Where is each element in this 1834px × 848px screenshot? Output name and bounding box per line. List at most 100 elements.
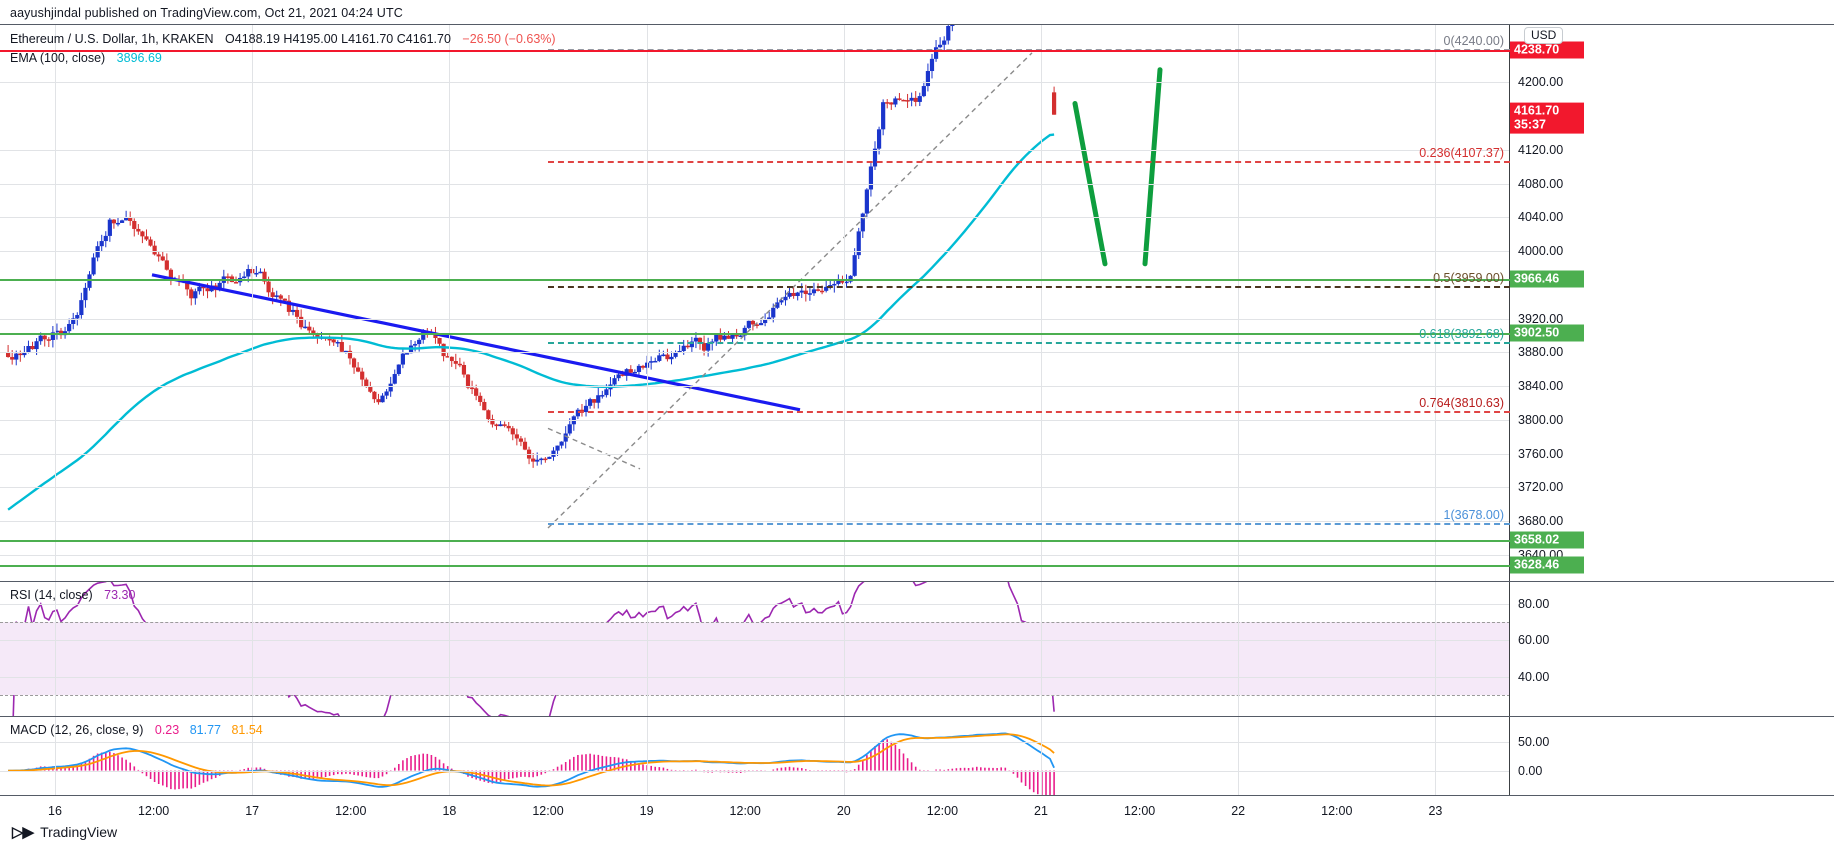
grid-line (1041, 717, 1042, 796)
price-badge[interactable]: 3966.46 (1510, 270, 1584, 288)
rsi-legend: RSI (14, close) 73.30 (10, 588, 135, 602)
macd-pane[interactable]: MACD (12, 26, close, 9) 0.23 81.77 81.54… (0, 716, 1834, 796)
price-legend: Ethereum / U.S. Dollar, 1h, KRAKEN O4188… (10, 32, 556, 46)
grid-line (0, 770, 1510, 772)
grid-line (55, 25, 56, 582)
grid-line (0, 453, 1510, 455)
grid-line (1238, 25, 1240, 582)
grid-line (0, 676, 1510, 678)
price-badge-value: 3628.46 (1514, 557, 1560, 572)
support-line-3658 (0, 539, 1510, 542)
macd-scale[interactable]: 50.00 0.00 (1509, 717, 1834, 796)
grid-line (1435, 25, 1437, 582)
time-tick: 17 (245, 804, 260, 818)
fib-level-618 (548, 341, 1510, 344)
time-tick: 20 (836, 804, 851, 818)
price-tick: 3720.00 (1518, 480, 1564, 495)
time-tick: 12:00 (532, 804, 564, 818)
price-badge[interactable]: 4161.70 35:37 (1510, 102, 1584, 134)
time-tick: 18 (442, 804, 457, 818)
rsi-tick: 40.00 (1518, 669, 1550, 684)
rsi-value: 73.30 (104, 588, 136, 602)
symbol-label: Ethereum / U.S. Dollar, 1h, KRAKEN (10, 32, 214, 46)
fib-label-236: 0.236(4107.37) (1419, 145, 1504, 160)
fib-label-618: 0.618(3892.68) (1419, 326, 1504, 341)
tradingview-watermark: ▷▶ TradingView (12, 823, 117, 841)
price-tick: 3840.00 (1518, 379, 1564, 394)
fib-label-764: 0.764(3810.63) (1419, 395, 1504, 410)
countdown-timer: 35:37 (1514, 117, 1546, 132)
support-line-3966 (0, 279, 1510, 282)
support-line-3628 (0, 564, 1510, 567)
price-tick: 3680.00 (1518, 514, 1564, 529)
time-axis[interactable]: 16 12:00 17 12:00 18 12:00 19 12:00 20 12:00 21 12:… (0, 795, 1834, 828)
time-tick-row: 16 12:00 17 12:00 18 12:00 19 12:00 20 12:00 21 12:… (0, 796, 1510, 828)
rsi-tick: 80.00 (1518, 596, 1550, 611)
time-tick: 23 (1428, 804, 1443, 818)
fib-label-5: 0.5(3959.00) (1433, 270, 1504, 285)
macd-tick: 50.00 (1518, 735, 1550, 750)
price-plot-area[interactable]: 0(4240.00) 0.236(4107.37) 0.5(3959.00) 0.61… (0, 25, 1510, 582)
grid-line (252, 717, 254, 796)
price-scale[interactable]: 4200.00 4120.00 4080.00 4040.00 4000.00 3920.… (1509, 25, 1834, 582)
time-tick: 19 (639, 804, 654, 818)
grid-line (0, 742, 1510, 744)
macd-svg (8, 732, 1055, 796)
ohlc-values: O4188.19 H4195.00 L4161.70 C4161.70 (225, 32, 451, 46)
time-tick: 21 (1034, 804, 1048, 818)
ema-label: EMA (100, close) (10, 51, 106, 65)
time-tick: 12:00 (1123, 804, 1156, 818)
grid-line (646, 717, 648, 796)
time-tick: 12:00 (1321, 804, 1353, 818)
rsi-oversold-line (0, 695, 1510, 697)
price-pane[interactable]: Ethereum / U.S. Dollar, 1h, KRAKEN O4188… (0, 24, 1834, 582)
grid-line (0, 386, 1510, 388)
price-badge-value: 4238.70 (1514, 42, 1560, 57)
grid-line (55, 717, 56, 796)
macd-slow-value: 81.54 (231, 723, 263, 737)
grid-line (0, 318, 1510, 320)
time-tick: 12:00 (335, 804, 367, 818)
grid-line (449, 717, 451, 796)
price-badge[interactable]: 4238.70 (1510, 41, 1584, 59)
support-line-3902 (0, 333, 1510, 336)
fib-level-0 (548, 48, 1510, 51)
publisher-byline: aayushjindal published on TradingView.co… (10, 6, 403, 20)
macd-label: MACD (12, 26, close, 9) (10, 723, 144, 737)
fib-level-1 (548, 522, 1510, 525)
fib-level-764 (548, 410, 1510, 413)
change-value: −26.50 (−0.63%) (462, 32, 556, 46)
rsi-pane[interactable]: RSI (14, close) 73.30 80.00 60.00 40.00 (0, 581, 1834, 717)
grid-line (1238, 717, 1240, 796)
currency-chip[interactable]: USD (1524, 27, 1564, 44)
macd-legend: MACD (12, 26, close, 9) 0.23 81.77 81.54 (10, 723, 263, 737)
fib-label-1: 1(3678.00) (1443, 507, 1504, 522)
rsi-plot-area[interactable] (0, 582, 1510, 717)
grid-line (0, 251, 1510, 253)
grid-line (0, 603, 1510, 605)
price-tick: 4200.00 (1518, 75, 1564, 90)
tradingview-logo-icon: ▷▶ (12, 824, 34, 841)
rsi-scale[interactable]: 80.00 60.00 40.00 (1509, 582, 1834, 717)
grid-line (1238, 582, 1240, 717)
chart-container[interactable]: Ethereum / U.S. Dollar, 1h, KRAKEN O4188… (0, 24, 1834, 818)
grid-line (1041, 582, 1042, 717)
price-badge-value: 3966.46 (1514, 271, 1560, 286)
price-badge[interactable]: 3628.46 (1510, 556, 1584, 574)
price-tick: 4040.00 (1518, 210, 1564, 225)
macd-plot-area[interactable] (0, 717, 1510, 796)
fib-label-0: 0(4240.00) (1443, 33, 1504, 48)
grid-line (0, 82, 1510, 84)
ema-value: 3896.69 (116, 51, 162, 65)
time-tick: 12:00 (137, 804, 170, 818)
grid-line (646, 582, 648, 717)
grid-line (0, 183, 1510, 185)
rsi-overbought-line (0, 622, 1510, 624)
grid-line (0, 217, 1510, 219)
grid-line (0, 419, 1510, 421)
price-badge[interactable]: 3902.50 (1510, 324, 1584, 342)
grid-line (55, 582, 56, 717)
price-badge[interactable]: 3658.02 (1510, 531, 1584, 549)
price-tick: 3920.00 (1518, 311, 1564, 326)
resistance-line (0, 49, 1510, 52)
